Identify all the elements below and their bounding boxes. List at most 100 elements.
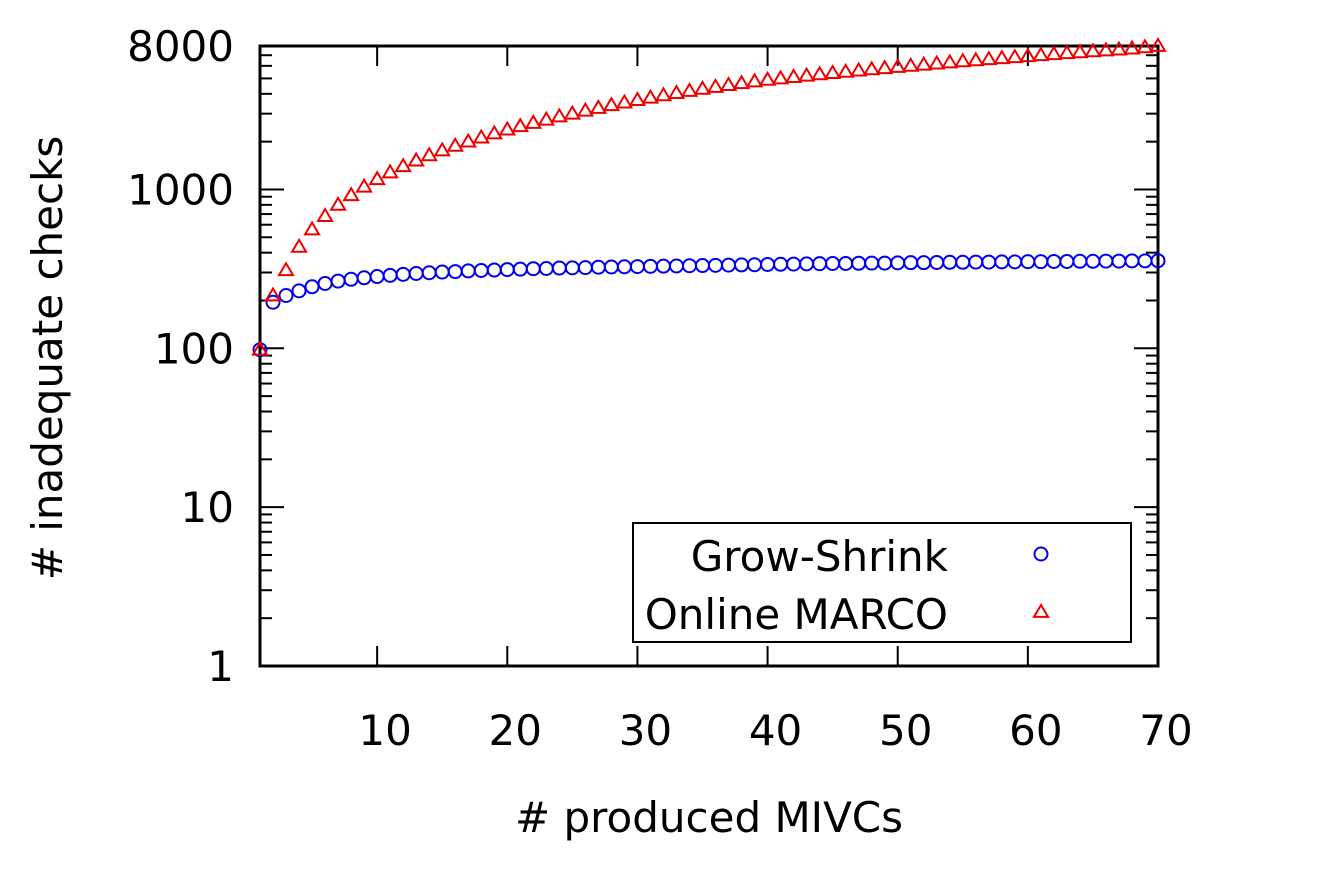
data-point <box>1124 253 1140 269</box>
data-point <box>786 256 802 272</box>
data-point <box>760 256 776 272</box>
data-point <box>615 93 634 109</box>
data-point <box>680 81 699 97</box>
data-point <box>1059 253 1075 269</box>
data-point <box>681 258 697 274</box>
data-point <box>864 255 880 271</box>
data-point <box>473 262 489 278</box>
data-point <box>706 77 725 93</box>
data-point <box>1149 37 1167 52</box>
data-point <box>799 256 815 272</box>
data-point <box>576 101 595 117</box>
data-point <box>550 107 569 123</box>
data-point <box>968 254 984 270</box>
data-point <box>838 255 854 271</box>
data-point <box>304 279 320 295</box>
data-point <box>916 255 932 271</box>
data-point <box>251 340 269 356</box>
data-point <box>967 51 985 67</box>
data-point <box>537 110 556 126</box>
data-point <box>954 52 972 68</box>
data-point <box>460 263 476 279</box>
data-point <box>1085 253 1101 269</box>
data-point <box>511 117 530 133</box>
data-point <box>1111 253 1127 269</box>
data-point <box>914 55 933 71</box>
data-point <box>1137 253 1153 269</box>
data-point <box>784 68 803 83</box>
data-point <box>408 265 424 281</box>
data-point <box>551 260 567 276</box>
data-point <box>355 177 373 193</box>
legend-box <box>632 522 1132 643</box>
data-point <box>277 261 295 277</box>
data-point <box>877 255 893 271</box>
x-tick-label: 30 <box>619 706 672 755</box>
data-point <box>343 271 359 287</box>
y-tick-label: 1000 <box>127 165 234 214</box>
data-point <box>836 62 855 78</box>
data-point <box>616 259 632 275</box>
series-grow-shrink <box>252 253 1166 358</box>
x-axis: 10 20 30 40 50 60 70 <box>358 46 1193 755</box>
data-point <box>849 61 868 77</box>
data-point <box>641 88 660 104</box>
data-point <box>382 267 398 283</box>
x-axis-title: # produced MIVCs <box>515 793 903 842</box>
data-point <box>317 275 333 291</box>
data-point <box>758 70 777 86</box>
legend-marker <box>1033 546 1049 562</box>
legend-label: Online MARCO <box>645 590 948 639</box>
data-point <box>942 254 958 270</box>
data-point <box>888 58 907 73</box>
data-point <box>407 151 425 167</box>
data-point <box>1045 45 1063 61</box>
data-point <box>745 72 764 88</box>
data-point <box>369 269 385 285</box>
data-point <box>1110 40 1128 56</box>
data-point <box>265 294 281 310</box>
data-point <box>356 270 372 286</box>
data-point <box>303 220 321 236</box>
data-point <box>903 255 919 271</box>
x-tick-label: 70 <box>1139 706 1192 755</box>
data-point <box>655 258 671 274</box>
data-point <box>732 74 751 90</box>
data-point <box>994 254 1010 270</box>
y-tick-label: 100 <box>154 324 234 373</box>
data-point <box>590 259 606 275</box>
data-point <box>498 120 517 136</box>
data-point <box>694 258 710 274</box>
data-point <box>472 128 490 144</box>
data-point <box>981 254 997 270</box>
data-point <box>330 273 346 289</box>
data-point <box>420 146 438 162</box>
data-point <box>316 207 334 222</box>
data-point <box>825 255 841 271</box>
data-point <box>773 256 789 272</box>
data-point <box>512 261 528 277</box>
data-point <box>629 259 645 275</box>
data-point <box>589 98 608 114</box>
data-point <box>1072 253 1088 269</box>
data-point <box>941 53 959 69</box>
data-point <box>890 255 906 271</box>
data-point <box>290 237 308 253</box>
data-point <box>563 104 582 120</box>
data-point <box>485 124 504 140</box>
data-point <box>1019 47 1037 63</box>
data-point <box>955 254 971 270</box>
series-layer <box>251 37 1167 358</box>
data-point <box>538 260 554 276</box>
data-point <box>381 163 399 179</box>
data-point <box>928 54 946 70</box>
data-point <box>654 86 673 102</box>
data-point <box>446 136 464 152</box>
x-tick-label: 60 <box>1009 706 1062 755</box>
data-point <box>1097 41 1115 57</box>
data-point <box>1006 48 1024 64</box>
data-point <box>1033 254 1049 270</box>
data-point <box>602 96 621 112</box>
data-point <box>693 79 712 95</box>
